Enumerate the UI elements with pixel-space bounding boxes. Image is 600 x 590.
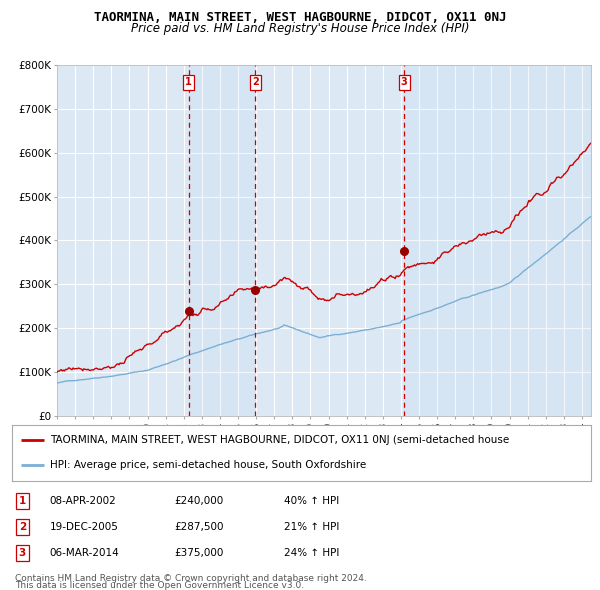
Text: TAORMINA, MAIN STREET, WEST HAGBOURNE, DIDCOT, OX11 0NJ: TAORMINA, MAIN STREET, WEST HAGBOURNE, D… — [94, 11, 506, 24]
Bar — [57, 65, 188, 416]
Text: 2: 2 — [19, 522, 26, 532]
Bar — [188, 65, 256, 416]
Bar — [256, 65, 404, 416]
Text: £375,000: £375,000 — [174, 548, 223, 558]
Text: 40% ↑ HPI: 40% ↑ HPI — [284, 496, 340, 506]
Text: 1: 1 — [19, 496, 26, 506]
Text: 24% ↑ HPI: 24% ↑ HPI — [284, 548, 340, 558]
Text: £287,500: £287,500 — [174, 522, 224, 532]
Text: This data is licensed under the Open Government Licence v3.0.: This data is licensed under the Open Gov… — [15, 581, 304, 590]
Bar — [404, 65, 591, 416]
Text: HPI: Average price, semi-detached house, South Oxfordshire: HPI: Average price, semi-detached house,… — [50, 460, 366, 470]
Text: 1: 1 — [185, 77, 192, 87]
Text: 08-APR-2002: 08-APR-2002 — [50, 496, 116, 506]
Text: Contains HM Land Registry data © Crown copyright and database right 2024.: Contains HM Land Registry data © Crown c… — [15, 573, 367, 583]
Text: £240,000: £240,000 — [174, 496, 223, 506]
Text: 3: 3 — [19, 548, 26, 558]
Text: Price paid vs. HM Land Registry's House Price Index (HPI): Price paid vs. HM Land Registry's House … — [131, 22, 469, 35]
Text: 21% ↑ HPI: 21% ↑ HPI — [284, 522, 340, 532]
Text: 06-MAR-2014: 06-MAR-2014 — [50, 548, 119, 558]
Text: 19-DEC-2005: 19-DEC-2005 — [50, 522, 119, 532]
Text: 3: 3 — [401, 77, 407, 87]
Text: TAORMINA, MAIN STREET, WEST HAGBOURNE, DIDCOT, OX11 0NJ (semi-detached house: TAORMINA, MAIN STREET, WEST HAGBOURNE, D… — [50, 435, 509, 445]
Text: 2: 2 — [252, 77, 259, 87]
